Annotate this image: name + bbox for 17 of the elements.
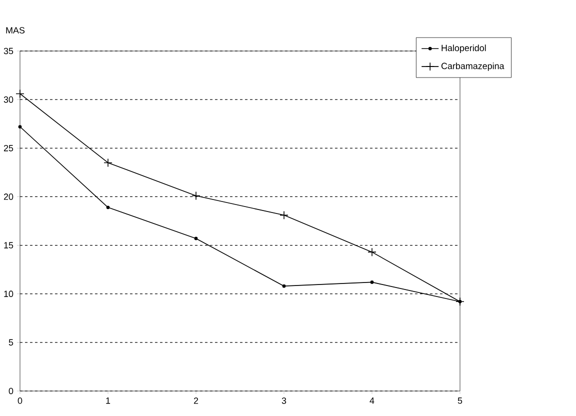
x-tick-label: 1	[106, 398, 110, 404]
x-tick-label: 3	[282, 398, 286, 404]
y-tick-label: 10	[4, 290, 14, 298]
y-axis-title: MAS	[6, 27, 25, 34]
y-tick-label: 25	[4, 144, 14, 152]
x-tick-label: 4	[370, 398, 374, 404]
y-tick-label: 35	[4, 48, 14, 54]
y-tick-label: 20	[4, 194, 14, 200]
legend-label: Carbamazepina	[441, 62, 504, 71]
x-tick-label: 2	[194, 398, 198, 404]
x-tick-label: 0	[18, 398, 22, 404]
legend-label: Haloperidol	[442, 44, 486, 53]
x-tick-label: 5	[458, 398, 462, 404]
y-tick-label: 15	[4, 242, 14, 248]
y-tick-label: 0	[8, 388, 14, 394]
y-tick-label: 30	[4, 96, 14, 103]
y-tick-label: 5	[8, 339, 14, 346]
